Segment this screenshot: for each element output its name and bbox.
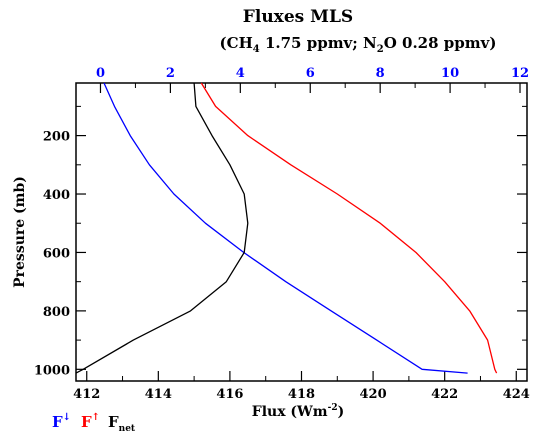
x-axis-label: Flux (Wm-2) (252, 403, 344, 420)
y-axis-label: Pressure (mb) (12, 176, 28, 288)
series-line-0 (103, 82, 468, 374)
y-tick-label: 800 (43, 305, 70, 320)
x-bottom-tick-label: 412 (73, 387, 100, 402)
x-top-tick-label: 10 (441, 66, 459, 81)
x-top-tick-label: 12 (511, 66, 529, 81)
x-bottom-tick-label: 424 (503, 387, 530, 402)
x-top-tick-label: 4 (236, 66, 245, 81)
series-line-1 (200, 82, 498, 374)
legend: F↓ F↑ Fnet (52, 412, 136, 432)
x-bottom-tick-label: 422 (431, 387, 458, 402)
x-top-tick-label: 0 (96, 66, 105, 81)
chart-subtitle: (CH4 1.75 ppmv; N2O 0.28 ppmv) (220, 34, 497, 55)
legend-f-down: F↓ (52, 412, 71, 431)
x-top-tick-label: 8 (376, 66, 385, 81)
y-tick-label: 200 (43, 130, 70, 145)
legend-f-net: Fnet (108, 413, 136, 432)
x-bottom-tick-label: 418 (288, 387, 315, 402)
y-tick-label: 600 (43, 246, 70, 261)
chart-title: Fluxes MLS (243, 7, 353, 27)
x-top-tick-label: 2 (166, 66, 175, 81)
series-line-2 (75, 82, 249, 374)
x-bottom-tick-label: 416 (216, 387, 243, 402)
plot-lines (75, 82, 498, 374)
y-tick-label: 1000 (34, 363, 70, 378)
y-tick-label: 400 (43, 188, 70, 203)
legend-f-up: F↑ (81, 412, 100, 431)
x-bottom-tick-label: 420 (360, 387, 387, 402)
x-bottom-tick-label: 414 (145, 387, 172, 402)
x-top-tick-label: 6 (306, 66, 315, 81)
plot-frame (75, 82, 528, 382)
